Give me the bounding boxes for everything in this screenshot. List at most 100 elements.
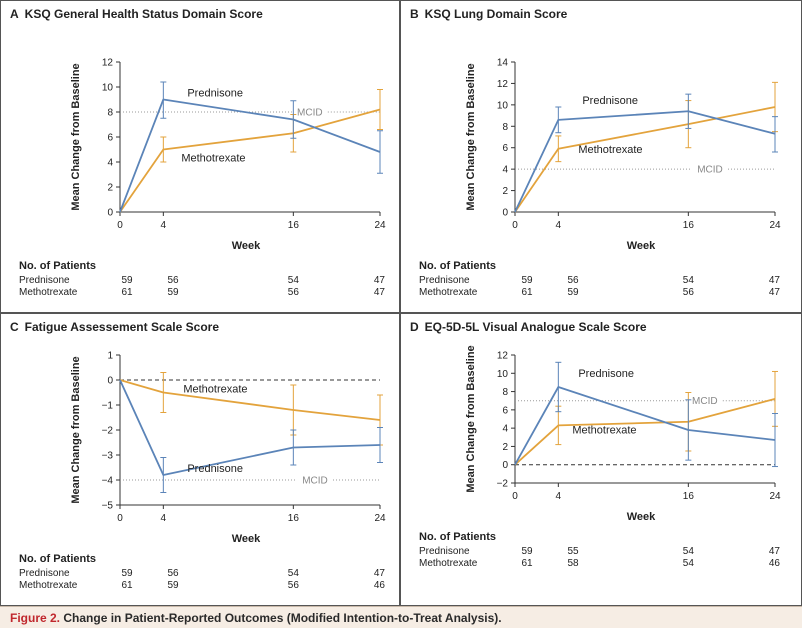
patients-count: 61 [121, 580, 133, 591]
methotrexate-series-label: Methotrexate [578, 144, 642, 156]
patients-count: 56 [567, 275, 579, 286]
patients-count: 59 [167, 287, 179, 298]
y-tick-label: 14 [497, 58, 509, 69]
x-tick-label: 16 [683, 220, 695, 231]
y-tick-label: 8 [107, 108, 113, 119]
x-tick-label: 16 [288, 513, 300, 524]
patients-row-label: Methotrexate [19, 287, 78, 298]
y-tick-label: 12 [102, 58, 114, 69]
prednisone-series-line [119, 98, 381, 213]
patients-row-label: Prednisone [419, 275, 470, 286]
patients-count: 59 [121, 275, 133, 286]
patients-count: 59 [521, 546, 533, 557]
y-tick-label: 6 [502, 143, 508, 154]
patients-count: 54 [288, 568, 300, 579]
panel-title: A KSQ General Health Status Domain Score [10, 7, 263, 21]
x-tick-label: 24 [769, 491, 781, 502]
x-axis-label: Week [627, 511, 656, 523]
y-tick-label: 10 [497, 369, 509, 380]
y-tick-label: −4 [102, 476, 114, 487]
methotrexate-series-line [119, 108, 381, 213]
patients-header: No. of Patients [419, 531, 496, 543]
methotrexate-series-label: Methotrexate [572, 424, 636, 436]
patients-count: 61 [521, 558, 533, 569]
y-tick-label: 10 [497, 100, 509, 111]
y-tick-label: 2 [107, 183, 113, 194]
prednisone-series-line [514, 386, 776, 466]
patients-count: 56 [288, 287, 300, 298]
methotrexate-series-label: Methotrexate [181, 153, 245, 165]
patients-count: 47 [374, 568, 386, 579]
x-tick-label: 24 [374, 513, 386, 524]
panel-title: C Fatigue Assessement Scale Score [10, 320, 219, 334]
methotrexate-series-label: Methotrexate [183, 384, 247, 396]
panel-title-text: EQ-5D-5L Visual Analogue Scale Score [425, 320, 647, 334]
panel-border [0, 0, 400, 313]
methotrexate-series-line [119, 379, 381, 421]
x-tick-label: 0 [117, 220, 123, 231]
y-axis-label: Mean Change from Baseline [70, 63, 82, 210]
panel-letter: C [10, 320, 19, 334]
y-tick-label: 4 [502, 165, 508, 176]
patients-count: 59 [567, 287, 579, 298]
y-tick-label: 4 [502, 424, 508, 435]
panel-letter: D [410, 320, 419, 334]
x-tick-label: 24 [769, 220, 781, 231]
patients-row-label: Methotrexate [419, 558, 478, 569]
patients-count: 54 [288, 275, 300, 286]
patients-count: 54 [683, 546, 695, 557]
methotrexate-series-line [514, 398, 776, 466]
panel-d: D EQ-5D-5L Visual Analogue Scale Score−20… [400, 313, 802, 606]
panel-title-text: Fatigue Assessement Scale Score [25, 320, 220, 334]
caption-title: Change in Patient-Reported Outcomes (Mod… [63, 611, 502, 625]
y-tick-label: 4 [107, 158, 113, 169]
panel-c: C Fatigue Assessement Scale Score −5 −4 −3 −2… [0, 313, 400, 606]
panel-title: B KSQ Lung Domain Score [410, 7, 568, 21]
patients-count: 56 [288, 580, 300, 591]
patients-row-label: Prednisone [419, 546, 470, 557]
patients-header: No. of Patients [19, 553, 96, 565]
panel-title: D EQ-5D-5L Visual Analogue Scale Score [410, 320, 647, 334]
patients-count: 61 [521, 287, 533, 298]
x-tick-label: 0 [117, 513, 123, 524]
patients-count: 54 [683, 275, 695, 286]
y-tick-label: 6 [107, 133, 113, 144]
prednisone-series-line [119, 379, 381, 476]
mcid-label: MCID [297, 108, 323, 119]
patients-row-label: Prednisone [19, 275, 70, 286]
patients-header: No. of Patients [419, 260, 496, 272]
y-tick-label: 8 [502, 122, 508, 133]
patients-count: 59 [521, 275, 533, 286]
panel-title-text: KSQ General Health Status Domain Score [25, 7, 263, 21]
panel-letter: A [10, 7, 19, 21]
patients-count: 61 [121, 287, 133, 298]
x-tick-label: 16 [288, 220, 300, 231]
patients-row-label: Methotrexate [19, 580, 78, 591]
panel-title-text: KSQ Lung Domain Score [425, 7, 568, 21]
prednisone-series-label: Prednisone [578, 368, 634, 380]
y-tick-label: 8 [502, 387, 508, 398]
patients-count: 47 [374, 275, 386, 286]
y-tick-label: 10 [102, 83, 114, 94]
y-axis-label: Mean Change from Baseline [465, 345, 477, 492]
patients-count: 47 [769, 546, 781, 557]
y-tick-label: −3 [102, 451, 114, 462]
y-tick-label: −1 [102, 401, 114, 412]
x-tick-label: 4 [556, 220, 562, 231]
y-tick-label: −5 [102, 501, 114, 512]
y-tick-label: −2 [102, 426, 114, 437]
patients-count: 59 [167, 580, 179, 591]
x-tick-label: 4 [556, 491, 562, 502]
prednisone-series-label: Prednisone [582, 95, 638, 107]
figure-caption: Figure 2. Change in Patient-Reported Out… [10, 611, 502, 625]
y-tick-label: 1 [107, 351, 113, 362]
patients-count: 47 [769, 287, 781, 298]
patients-row-label: Methotrexate [419, 287, 478, 298]
patients-count: 58 [567, 558, 579, 569]
prednisone-series-label: Prednisone [187, 463, 243, 475]
panel-a: A KSQ General Health Status Domain Score 0… [0, 0, 400, 313]
y-tick-label: 2 [502, 442, 508, 453]
y-tick-label: 0 [107, 208, 113, 219]
patients-count: 56 [167, 568, 179, 579]
